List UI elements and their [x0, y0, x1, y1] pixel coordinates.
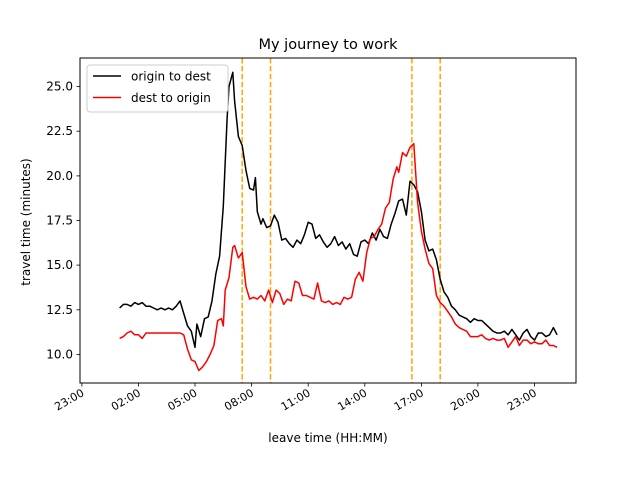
y-tick-label: 20.0: [46, 169, 73, 183]
x-tick-label: 08:00: [222, 386, 256, 413]
y-tick-label: 12.5: [46, 303, 73, 317]
series-line-2: [119, 142, 558, 372]
x-tick-label: 17:00: [392, 386, 426, 413]
legend-label-1: origin to dest: [131, 70, 211, 84]
y-tick-label: 10.0: [46, 347, 73, 361]
y-tick-label: 15.0: [46, 258, 73, 272]
x-tick-label: 23:00: [52, 386, 86, 413]
y-tick-label: 25.0: [46, 80, 73, 94]
y-tick-label: 22.5: [46, 124, 73, 138]
x-tick-label: 14:00: [335, 386, 369, 413]
y-axis-ticks: 10.0 12.5 15.0 17.5 20.0 22.5 25.0: [46, 80, 80, 361]
x-axis-ticks: 23:00 02:00 05:00 08:00 11:00 14:00 17:00 20:00…: [52, 383, 539, 413]
y-tick-label: 17.5: [46, 214, 73, 228]
x-tick-label: 02:00: [109, 386, 143, 413]
plot-frame: [79, 57, 577, 384]
chart-title: My journey to work: [258, 37, 398, 53]
x-tick-label: 05:00: [166, 386, 200, 413]
vertical-marker-lines: [241, 58, 441, 383]
x-tick-label: 11:00: [279, 386, 313, 413]
x-axis-label: leave time (HH:MM): [268, 431, 387, 445]
legend-box: [86, 64, 229, 113]
y-axis-label: travel time (minutes): [19, 158, 33, 286]
x-tick-label: 20:00: [448, 386, 482, 413]
series-lines: [119, 71, 558, 372]
series-line-1: [119, 71, 558, 349]
x-tick-label: 23:00: [505, 386, 539, 413]
legend-label-2: dest to origin: [131, 91, 211, 105]
legend: origin to dest dest to origin: [86, 64, 229, 113]
